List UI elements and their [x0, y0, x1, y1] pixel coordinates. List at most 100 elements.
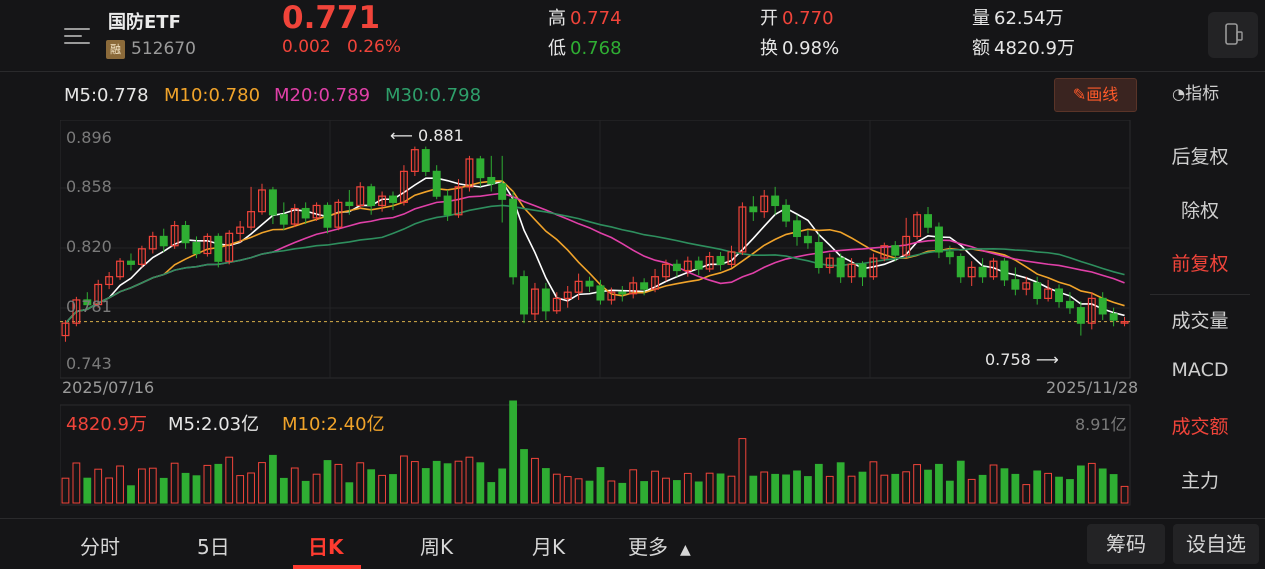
tab-daily-k[interactable]: 日K [308, 535, 344, 559]
tab-intraday[interactable]: 分时 [80, 535, 120, 559]
volume-bar [760, 471, 769, 504]
volume-bar [159, 477, 168, 504]
side-divider [1150, 294, 1250, 295]
low-label: 低 [548, 38, 566, 59]
y-tick-3: 0.781 [66, 297, 112, 316]
volume-bar [421, 468, 430, 504]
device-switch-button[interactable] [1208, 12, 1258, 58]
candle-body [825, 257, 834, 269]
volume-m10: M10:2.40亿 [282, 414, 385, 435]
ma10-line [64, 180, 1125, 324]
volume-bar [323, 460, 332, 504]
tab-weekly-k[interactable]: 周K [420, 535, 454, 559]
candle-body [902, 235, 911, 256]
candle-body [94, 283, 103, 306]
side-volume[interactable]: 成交量 [1171, 310, 1229, 332]
candle-body [716, 255, 725, 265]
candle-body [574, 280, 583, 293]
volume-bar [1066, 479, 1074, 504]
security-code: 512670 [131, 39, 196, 59]
candle-body [148, 235, 157, 250]
volume-bar [61, 477, 70, 504]
kline-chart[interactable] [60, 120, 1140, 510]
candle-body [323, 204, 332, 228]
volume-bar [1000, 468, 1009, 504]
side-ex-rights[interactable]: 除权 [1180, 200, 1219, 222]
volume-bar [279, 477, 288, 504]
candle-body [836, 257, 845, 278]
indicator-button[interactable]: ◔指标 [1172, 79, 1219, 104]
volume-bar [825, 475, 834, 504]
candle-body [738, 206, 747, 253]
candle-body [1033, 282, 1042, 299]
high-value: 0.774 [570, 8, 622, 29]
volume-stat: 量 62.54万 [972, 4, 1064, 30]
candle-body [530, 288, 539, 315]
y-tick-0: 0.896 [66, 128, 112, 147]
candle-body [672, 263, 681, 272]
candle-body [552, 297, 561, 312]
volume-bar [563, 476, 572, 504]
candle-body [367, 186, 376, 207]
candle-body [105, 276, 114, 286]
volume-bar [1055, 476, 1063, 504]
side-main-force[interactable]: 主力 [1180, 470, 1219, 492]
tab-5day[interactable]: 5日 [197, 535, 230, 559]
candle-body [258, 189, 266, 213]
volume-bar [989, 464, 998, 504]
volume-bars [61, 400, 1129, 504]
volume-bar [400, 455, 408, 504]
open-stat: 开 0.770 [760, 4, 834, 30]
volume-bar [301, 480, 310, 504]
volume-bar [214, 463, 223, 504]
volume-bar [738, 438, 747, 504]
volume-bar [640, 481, 649, 504]
volume-bar [1076, 465, 1085, 504]
candle-body [1022, 282, 1031, 290]
candle-body [727, 251, 736, 265]
volume-bar [1022, 484, 1031, 504]
candle-body [924, 214, 932, 228]
price-change-pct: 0.26% [347, 37, 402, 57]
volume-bar [432, 460, 441, 504]
active-tab-indicator [293, 565, 361, 569]
candle-body [880, 245, 889, 259]
volume-bar [1098, 468, 1107, 504]
side-amount[interactable]: 成交额 [1171, 416, 1229, 438]
candle-body [61, 322, 70, 337]
end-date: 2025/11/28 [1046, 378, 1139, 397]
candle-body [1087, 297, 1096, 324]
chart-grid [60, 120, 1131, 506]
quote-header: 国防ETF 融 512670 0.771 0.002 0.26% 高 0.774 … [0, 0, 1265, 72]
menu-icon[interactable] [64, 24, 90, 48]
candle-body [334, 201, 343, 228]
candle-body [454, 186, 463, 216]
gauge-icon: ◔ [1172, 85, 1186, 103]
last-price: 0.771 [282, 0, 381, 36]
high-stat: 高 0.774 [548, 4, 622, 30]
add-watchlist-button[interactable]: 设自选 [1173, 524, 1259, 564]
candle-body [934, 226, 943, 253]
draw-line-button[interactable]: ✎画线 [1054, 78, 1137, 112]
side-after-adjust[interactable]: 后复权 [1171, 146, 1229, 168]
y-tick-1: 0.858 [66, 177, 112, 196]
tab-monthly-k[interactable]: 月K [532, 535, 566, 559]
volume-bar [814, 463, 823, 504]
volume-bar [334, 463, 343, 504]
candle-body [312, 204, 321, 219]
candle-body [236, 226, 245, 234]
candle-body [116, 260, 125, 278]
volume-bar [869, 461, 878, 504]
volume-bar [552, 473, 561, 504]
side-macd[interactable]: MACD [1171, 359, 1229, 381]
turnover-stat: 换 0.98% [760, 34, 839, 60]
tab-more[interactable]: 更多 ▲ [628, 531, 691, 560]
volume-bar [967, 478, 976, 504]
chips-button[interactable]: 筹码 [1087, 524, 1165, 564]
candle-body [268, 189, 277, 216]
low-stat: 低 0.768 [548, 34, 622, 60]
candle-body [967, 266, 976, 278]
candle-body [1120, 321, 1129, 324]
candle-body [356, 186, 365, 207]
side-before-adjust[interactable]: 前复权 [1171, 253, 1229, 275]
